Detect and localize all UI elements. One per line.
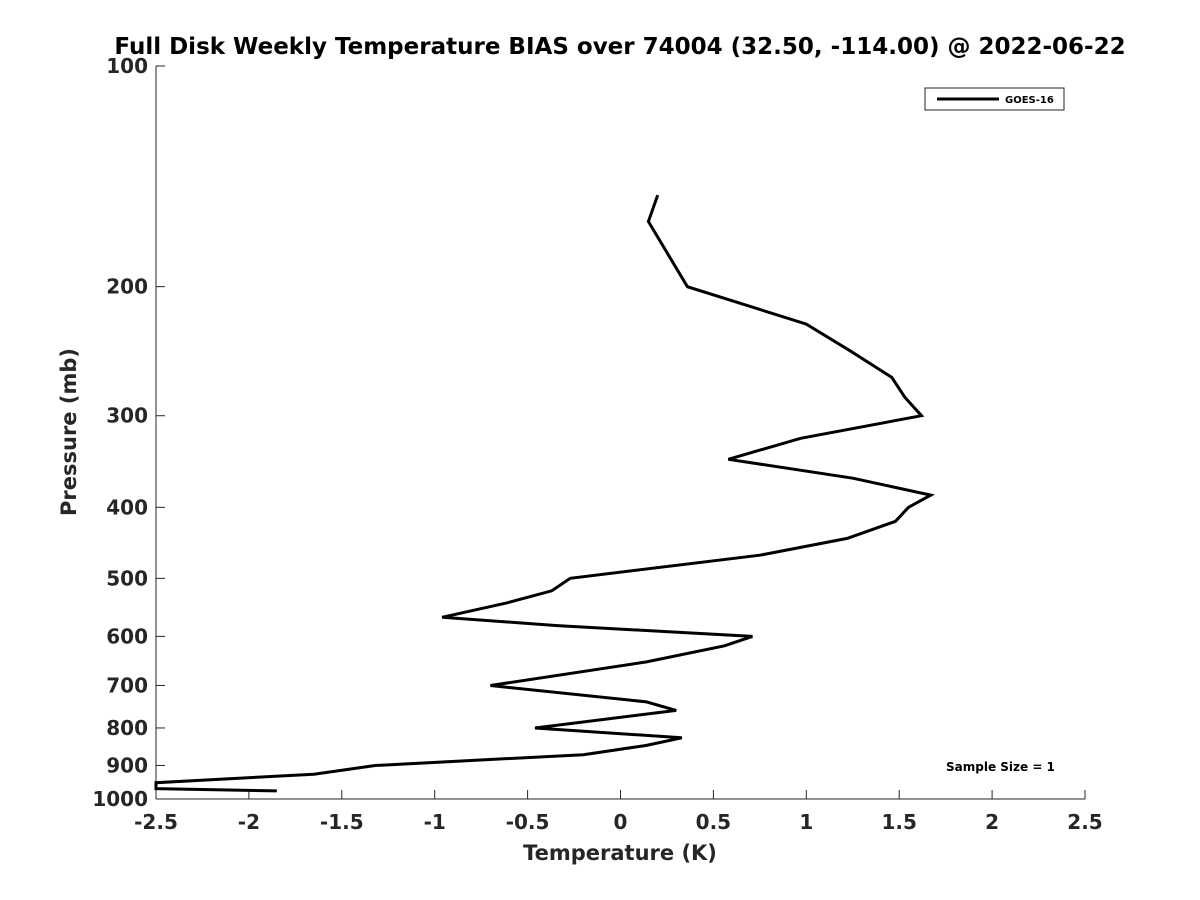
y-tick-label: 400 bbox=[106, 495, 148, 519]
x-tick-label: 2.5 bbox=[1067, 810, 1102, 834]
y-tick-label: 800 bbox=[106, 716, 148, 740]
x-axis-label: Temperature (K) bbox=[523, 841, 717, 865]
x-tick-label: -1 bbox=[424, 810, 446, 834]
x-tick-label: 1.5 bbox=[881, 810, 916, 834]
x-tick-label: 2 bbox=[985, 810, 999, 834]
x-tick-label: 1 bbox=[799, 810, 813, 834]
plot-area: -2.5 -2 -1.5 -1 -0.5 0 0.5 1 1.5 2 2.5 100 200 300 40… bbox=[92, 54, 1102, 834]
x-tick-label: -2 bbox=[238, 810, 260, 834]
y-tick-label: 100 bbox=[106, 54, 148, 78]
x-tick-label: 0 bbox=[614, 810, 628, 834]
series-line-goes-16 bbox=[154, 194, 936, 793]
y-tick-label: 700 bbox=[106, 673, 148, 697]
legend: GOES-16 bbox=[924, 87, 1065, 111]
y-tick-label: 1000 bbox=[92, 787, 148, 811]
x-ticks: -2.5 -2 -1.5 -1 -0.5 0 0.5 1 1.5 2 2.5 bbox=[134, 790, 1103, 834]
y-tick-label: 200 bbox=[106, 275, 148, 299]
y-tick-label: 500 bbox=[106, 566, 148, 590]
y-tick-label: 300 bbox=[106, 404, 148, 428]
y-tick-label: 900 bbox=[106, 753, 148, 777]
legend-label-goes-16: GOES-16 bbox=[1005, 95, 1054, 106]
x-tick-label: -1.5 bbox=[320, 810, 364, 834]
series-layer bbox=[154, 194, 936, 793]
y-ticks: 100 200 300 400 500 600 700 800 900 1000 bbox=[92, 54, 165, 811]
x-tick-label: -0.5 bbox=[506, 810, 550, 834]
x-tick-label: 0.5 bbox=[696, 810, 731, 834]
x-tick-label: -2.5 bbox=[134, 810, 178, 834]
sample-size-annotation: Sample Size = 1 bbox=[946, 760, 1055, 774]
y-axis-label: Pressure (mb) bbox=[57, 348, 81, 516]
y-tick-label: 600 bbox=[106, 624, 148, 648]
chart-title: Full Disk Weekly Temperature BIAS over 7… bbox=[114, 34, 1125, 60]
